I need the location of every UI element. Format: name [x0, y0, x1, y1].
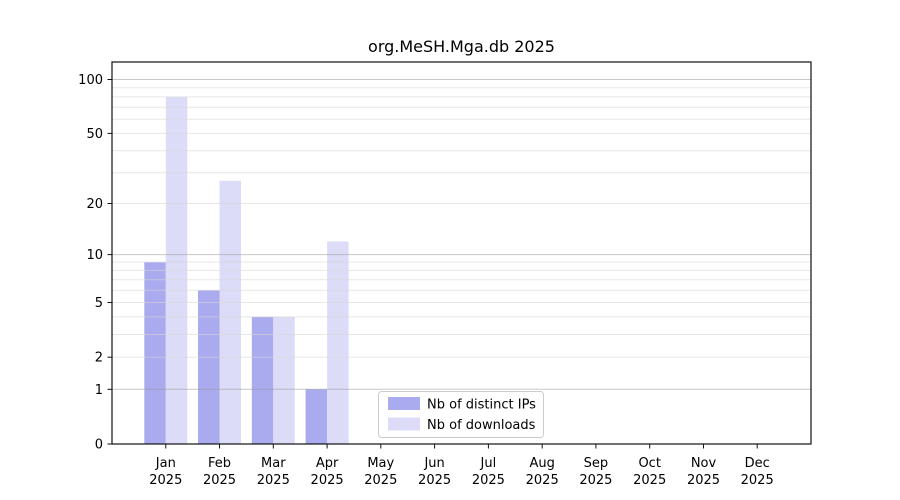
bar-nb-of-distinct-ips-apr: [305, 389, 328, 444]
y-tick-label-5: 5: [95, 296, 103, 311]
y-tick-label-10: 10: [86, 248, 103, 263]
x-tick-label-aug: Aug 2025: [526, 456, 559, 488]
y-tick-label-20: 20: [86, 197, 103, 212]
legend-label-distinct-ips: Nb of distinct IPs: [427, 398, 536, 413]
x-tick-label-sep: Sep 2025: [579, 456, 612, 488]
y-tick-label-50: 50: [86, 127, 103, 142]
bar-nb-of-downloads-feb: [219, 180, 241, 445]
bar-nb-of-distinct-ips-jan: [144, 262, 166, 444]
ticks-layer: 0 1 2 5 10 20 50 100 Jan 2025 Feb 2025 Mar 2025 Apr 202…: [78, 73, 774, 488]
y-tick-label-1: 1: [95, 383, 103, 398]
axes-spine: [111, 61, 812, 445]
bar-nb-of-downloads-apr: [327, 241, 349, 444]
x-tick-label-jul: Jul 2025: [472, 456, 505, 488]
x-tick-label-jun: Jun 2025: [418, 456, 451, 488]
x-tick-label-may: May 2025: [364, 456, 397, 488]
x-tick-label-dec: Dec 2025: [741, 456, 774, 488]
legend-label-downloads: Nb of downloads: [427, 418, 536, 433]
x-tick-label-nov: Nov 2025: [687, 456, 720, 488]
legend-swatch-downloads: [388, 417, 420, 431]
legend: Nb of distinct IPs Nb of downloads: [378, 391, 544, 438]
x-tick-label-jan: Jan 2025: [149, 456, 182, 488]
y-tick-label-100: 100: [78, 73, 103, 88]
x-tick-label-apr: Apr 2025: [311, 456, 344, 488]
y-tick-label-0: 0: [95, 438, 103, 453]
x-tick-label-oct: Oct 2025: [633, 456, 666, 488]
legend-swatch-distinct-ips: [388, 397, 420, 410]
y-tick-label-2: 2: [95, 351, 103, 366]
chart-title: org.MeSH.Mga.db 2025: [368, 37, 555, 56]
bar-nb-of-distinct-ips-mar: [251, 316, 274, 444]
x-tick-label-feb: Feb 2025: [203, 456, 236, 488]
x-tick-label-mar: Mar 2025: [257, 456, 290, 488]
bar-nb-of-distinct-ips-feb: [198, 290, 220, 444]
bar-nb-of-downloads-mar: [273, 316, 295, 444]
gridlines-layer: [112, 79, 811, 390]
